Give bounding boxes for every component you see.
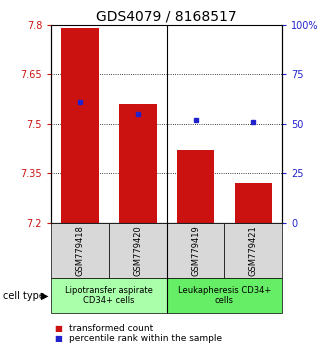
Bar xyxy=(51,278,167,313)
Bar xyxy=(235,183,272,223)
Text: GSM779421: GSM779421 xyxy=(249,225,258,276)
Text: cell type: cell type xyxy=(3,291,45,301)
Bar xyxy=(177,150,214,223)
Bar xyxy=(51,223,109,278)
Text: percentile rank within the sample: percentile rank within the sample xyxy=(69,334,222,343)
Title: GDS4079 / 8168517: GDS4079 / 8168517 xyxy=(96,10,237,24)
Bar xyxy=(61,28,99,223)
Bar xyxy=(109,223,167,278)
Text: GSM779418: GSM779418 xyxy=(76,225,84,276)
Text: ■: ■ xyxy=(54,334,62,343)
Text: ▶: ▶ xyxy=(41,291,49,301)
Text: Lipotransfer aspirate
CD34+ cells: Lipotransfer aspirate CD34+ cells xyxy=(65,286,153,305)
Text: GSM779419: GSM779419 xyxy=(191,225,200,276)
Bar xyxy=(224,223,282,278)
Text: transformed count: transformed count xyxy=(69,324,153,333)
Bar xyxy=(167,278,282,313)
Bar xyxy=(119,104,156,223)
Bar xyxy=(167,223,224,278)
Text: Leukapheresis CD34+
cells: Leukapheresis CD34+ cells xyxy=(178,286,271,305)
Text: GSM779420: GSM779420 xyxy=(133,225,142,276)
Text: ■: ■ xyxy=(54,324,62,333)
